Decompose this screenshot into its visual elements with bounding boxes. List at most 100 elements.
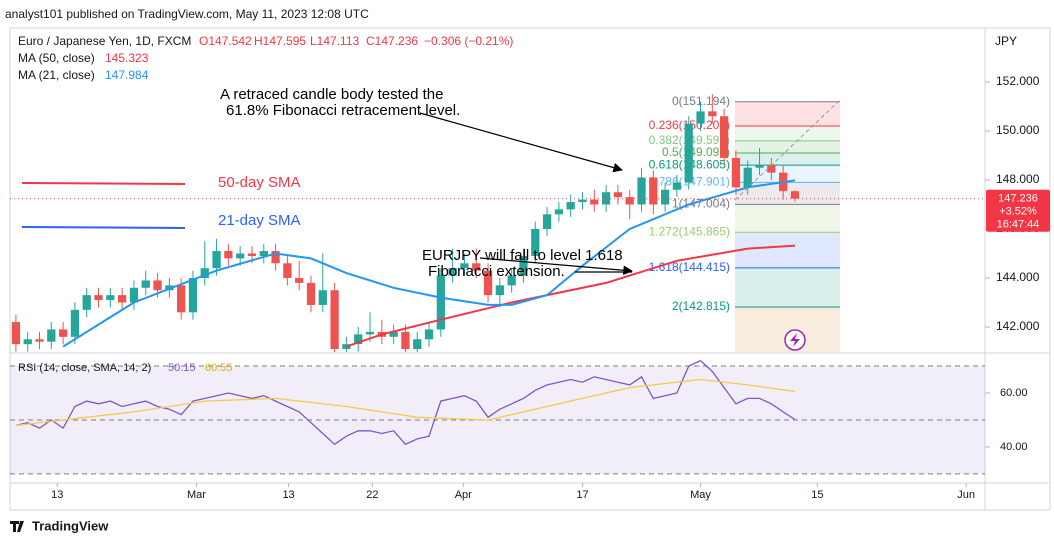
y-tick-label: 142.000: [996, 319, 1040, 333]
candle-body: [637, 177, 646, 205]
fib-band: [735, 153, 840, 166]
annotation: 50-day SMA: [218, 174, 301, 191]
ohlc: L147.113: [310, 34, 359, 48]
logo: [10, 521, 24, 532]
x-tick-label: 13: [51, 489, 63, 501]
candle-body: [224, 251, 233, 259]
annotation: A retraced candle body tested the: [220, 86, 443, 103]
candle-body: [259, 251, 268, 256]
fib-band: [735, 125, 840, 141]
fib-band: [735, 101, 840, 126]
candle-body: [413, 339, 422, 350]
candle-body: [11, 322, 21, 345]
x-tick-label: 13: [282, 489, 294, 501]
price-change: +3.52%: [999, 206, 1037, 218]
ma-legend: MA (50, close): [18, 51, 95, 65]
arrow: [479, 257, 633, 276]
rsi-pane: [10, 359, 985, 475]
last-price: 147.236: [998, 193, 1038, 205]
ohlc: H147.595: [254, 34, 306, 48]
candle-body: [590, 199, 599, 205]
candle-body: [424, 329, 434, 340]
candle-body: [271, 251, 280, 264]
candle-body: [106, 295, 115, 301]
candle-body: [460, 263, 469, 269]
fib-band: [735, 182, 840, 205]
rsi-legend: RSI (14, close, SMA, 14, 2): [18, 362, 151, 374]
candle-body: [613, 192, 623, 198]
candle-body: [177, 285, 186, 313]
countdown: 16:47:44: [997, 219, 1040, 231]
candle-body: [720, 116, 729, 158]
candle-body: [247, 253, 257, 256]
candle-body: [70, 309, 80, 337]
candle-body: [743, 167, 752, 188]
ohlc: C147.236: [366, 34, 418, 48]
x-tick-label: 17: [576, 489, 588, 501]
candle-body: [365, 331, 375, 335]
candle-body: [684, 123, 693, 183]
candle-body: [141, 280, 150, 288]
fib-label: 2(142.815): [672, 299, 730, 313]
candle-body: [672, 182, 682, 190]
candle-body: [731, 157, 741, 188]
candle-body: [354, 334, 363, 345]
candle-body: [767, 165, 776, 173]
candle-body: [118, 295, 127, 303]
ma-legend-value: 145.323: [105, 51, 149, 65]
ohlc: O147.542: [199, 34, 252, 48]
candle-body: [295, 277, 304, 283]
candle-body: [212, 251, 221, 269]
candle-body: [153, 280, 162, 291]
fib-label: 0.5(149.099): [662, 145, 730, 159]
fib-band: [735, 267, 840, 308]
candle-body: [542, 214, 552, 229]
y-tick-label: 40.00: [1000, 441, 1028, 453]
annotation: EURJPY will fall to level 1.618: [422, 247, 623, 264]
fib-label: 1.618(144.415): [649, 260, 730, 274]
candle-body: [483, 270, 493, 296]
candle-body: [578, 199, 587, 203]
candle-body: [696, 111, 705, 124]
candle-body: [188, 277, 198, 313]
candle-body: [649, 177, 658, 205]
candle-body: [566, 202, 575, 210]
currency: JPY: [995, 34, 1017, 48]
candle-body: [790, 191, 800, 199]
candle-body: [35, 339, 44, 342]
candle-body: [47, 329, 56, 342]
fib-label: 1(147.004): [672, 197, 730, 211]
candle-body: [625, 197, 634, 205]
price-pane: [10, 94, 985, 352]
x-tick-label: Jun: [957, 489, 975, 501]
candle-body: [94, 295, 103, 301]
candle-body: [472, 263, 481, 271]
candle-body: [448, 268, 457, 276]
sma-key: [21, 226, 186, 229]
y-tick-label: 152.000: [996, 74, 1040, 88]
fib-label: 0(151.194): [672, 94, 730, 108]
annotation: 61.8% Fibonacci retracement level.: [226, 102, 460, 119]
fib-band: [735, 232, 840, 268]
x-tick-label: Mar: [187, 489, 206, 501]
trend-line: [734, 99, 841, 201]
y-tick-label: 148.000: [996, 172, 1040, 186]
candle-body: [23, 339, 32, 345]
fib-band: [735, 204, 840, 233]
candle-body: [200, 268, 209, 278]
x-tick-label: 22: [366, 489, 378, 501]
ma-legend: MA (21, close): [18, 68, 95, 82]
candle-body: [495, 285, 504, 296]
rsi-legend-value: 50.15: [168, 362, 196, 374]
frame: [9, 27, 1051, 511]
annotation: 21-day SMA: [218, 212, 301, 229]
alert-icon[interactable]: [784, 329, 806, 351]
y-tick-label: 60.00: [1000, 387, 1028, 399]
candle-body: [318, 290, 327, 305]
candle-body: [708, 111, 717, 117]
rsi-line: [15, 378, 796, 427]
candle-body: [306, 282, 316, 305]
fib-band: [735, 165, 840, 183]
y-tick-label: 144.000: [996, 270, 1040, 284]
